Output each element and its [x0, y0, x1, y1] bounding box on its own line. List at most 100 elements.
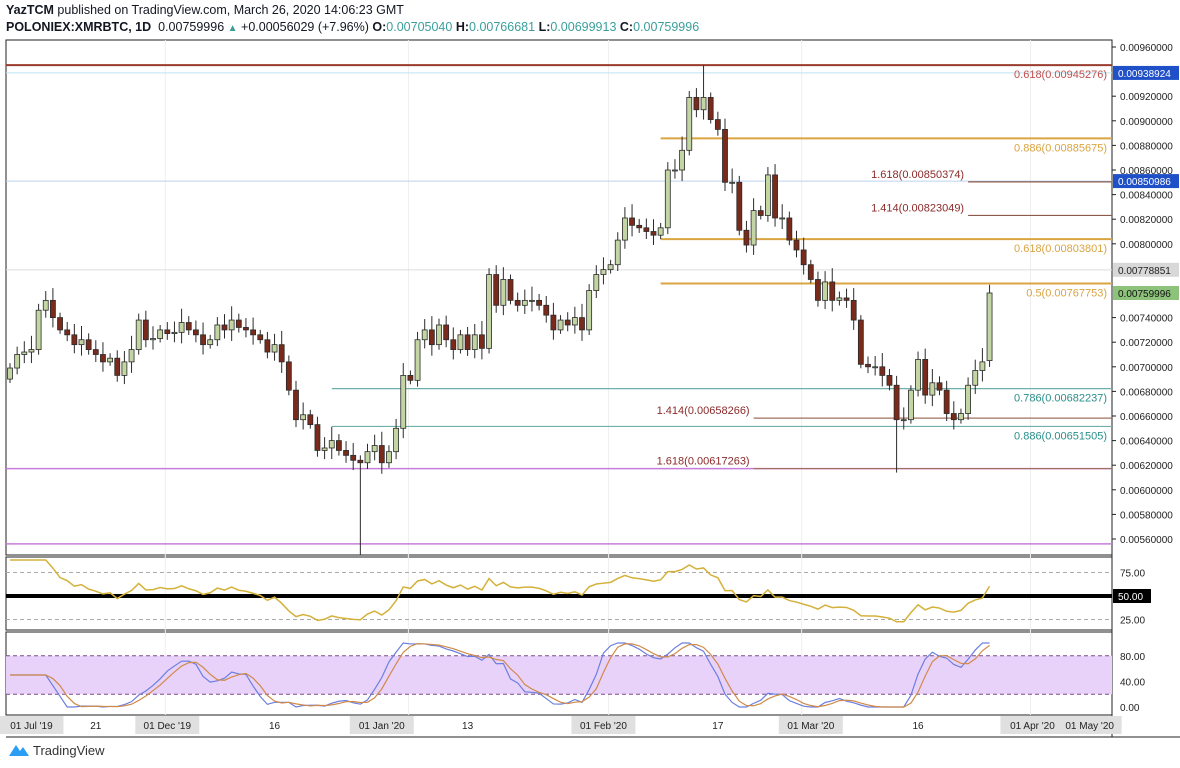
change: +0.00056029 (+7.96%) [241, 20, 369, 34]
stoch-d-line [10, 643, 990, 708]
candle [786, 217, 793, 241]
footer: TradingView [8, 742, 105, 758]
y-tick-label: 0.00820000 [1120, 215, 1173, 226]
candle [822, 281, 828, 301]
price-tag [1113, 65, 1179, 80]
price-tag [1113, 262, 1179, 277]
rsi-tick-label: 25.00 [1120, 616, 1145, 627]
candle [736, 181, 743, 231]
candle [936, 382, 943, 391]
candle [407, 375, 414, 381]
price-chart[interactable]: 0.00960000 0.00920000 0.00900000 0.00880000… [0, 0, 1180, 740]
candle [443, 324, 450, 341]
y-tick-label: 0.00920000 [1120, 92, 1173, 103]
candle [614, 239, 621, 266]
price-tag [1113, 174, 1179, 189]
candle [564, 319, 571, 326]
candle [622, 217, 628, 241]
candle [78, 339, 85, 346]
author: YazTCM [6, 3, 54, 17]
candle [35, 309, 42, 350]
y-tick-label: 0.00680000 [1120, 387, 1173, 398]
x-tick-label: 01 Dec '19 [144, 721, 192, 732]
x-tick-label: 01 Mar '20 [787, 721, 834, 732]
price-tag-label: 0.00938924 [1118, 69, 1171, 80]
high-label: H: [455, 20, 470, 34]
candle [829, 281, 836, 301]
candle [178, 322, 185, 333]
candle [600, 269, 607, 275]
candle [536, 299, 542, 306]
candle [815, 279, 821, 301]
open-label: O: [372, 20, 387, 34]
candle [807, 264, 814, 280]
candle [393, 427, 400, 453]
last-price: 0.00759996 [158, 20, 225, 34]
x-tick-box [349, 716, 414, 734]
y-tick-label: 0.00620000 [1120, 461, 1173, 472]
stoch-tick-label: 0.00 [1120, 703, 1140, 714]
fib-level-label: 1.414(0.00823049) [871, 202, 964, 214]
x-tick-box [778, 716, 843, 734]
up-arrow-icon: ▲ [227, 23, 238, 34]
fib-level-label: 1.414(0.00658266) [657, 405, 750, 417]
y-tick-label: 0.00560000 [1120, 535, 1173, 546]
symbol: POLONIEX:XMRBTC, 1D [6, 20, 152, 34]
candle [71, 334, 78, 346]
x-tick-label: 21 [90, 721, 102, 732]
x-tick-label: 01 Apr '20 [1010, 721, 1055, 732]
rsi-tag [1113, 589, 1151, 603]
candle [321, 447, 328, 451]
candle [493, 274, 500, 306]
fib-level-label: 0.886(0.00885675) [1014, 142, 1107, 154]
candle [757, 210, 764, 216]
candle [185, 322, 192, 331]
candle [900, 419, 907, 422]
candle [679, 149, 685, 171]
candle [257, 334, 264, 341]
candle [800, 249, 807, 266]
candle [107, 357, 113, 363]
candle [965, 384, 971, 414]
y-tick-label: 0.00720000 [1120, 338, 1173, 349]
fib-level-label: 0.618(0.00945276) [1014, 69, 1107, 81]
candle [865, 363, 871, 368]
stoch-tick-label: 40.00 [1120, 677, 1145, 688]
close-label: C: [619, 20, 634, 34]
candle [729, 181, 736, 184]
candle [514, 299, 521, 306]
candle [250, 329, 257, 336]
candle [100, 354, 106, 363]
candle [657, 227, 664, 236]
candle [772, 174, 778, 219]
candle [414, 339, 421, 381]
stoch-k-line [10, 642, 990, 708]
candle [57, 317, 63, 331]
candle [850, 299, 857, 321]
y-tick-label: 0.00960000 [1120, 43, 1173, 54]
tradingview-logo-icon [9, 745, 29, 756]
candle [235, 319, 242, 328]
candle [557, 319, 564, 331]
candle [293, 389, 299, 421]
fib-level-label: 0.886(0.00651505) [1014, 430, 1107, 442]
low-value: 0.00699913 [550, 20, 617, 34]
candle [593, 274, 600, 291]
candle [571, 317, 578, 326]
candle [357, 459, 364, 464]
candle [922, 359, 929, 396]
x-tick-label: 13 [462, 721, 474, 732]
y-tick-label: 0.00900000 [1120, 117, 1173, 128]
candle [271, 344, 278, 353]
x-tick-label: 01 Feb '20 [580, 721, 627, 732]
candle [221, 324, 228, 331]
candle [471, 334, 478, 350]
candle [664, 169, 671, 229]
candle [958, 413, 964, 421]
open-value: 0.00705040 [386, 20, 453, 34]
candle [285, 361, 292, 391]
candle [135, 319, 142, 350]
candle [92, 349, 99, 355]
candle [886, 375, 893, 386]
x-tick-box [571, 716, 636, 734]
